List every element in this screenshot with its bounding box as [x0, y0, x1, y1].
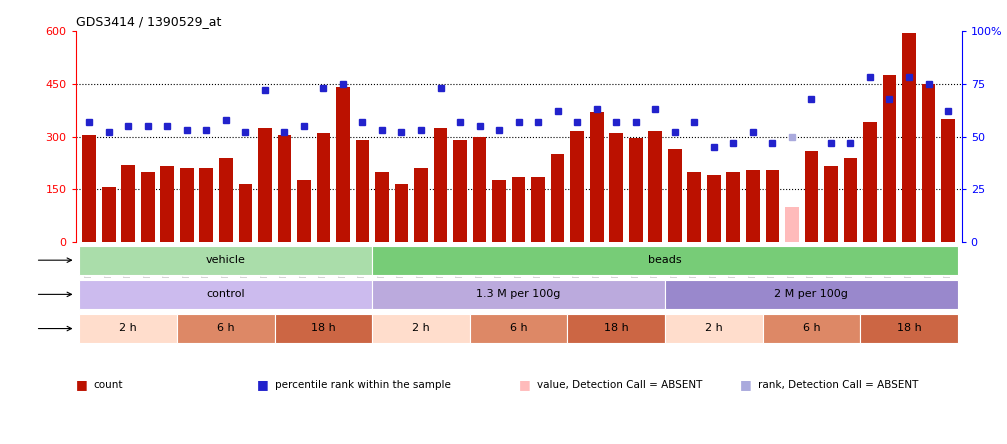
Text: 6 h: 6 h [803, 323, 821, 333]
Bar [373, 280, 665, 309]
Bar [160, 166, 174, 242]
Bar [629, 138, 642, 242]
Bar [239, 184, 252, 242]
Bar [258, 128, 272, 242]
Bar [199, 168, 213, 242]
Bar [472, 137, 486, 242]
Text: rank, Detection Call = ABSENT: rank, Detection Call = ABSENT [758, 380, 918, 389]
Bar [395, 184, 408, 242]
Bar [80, 280, 373, 309]
Text: GDS3414 / 1390529_at: GDS3414 / 1390529_at [76, 16, 221, 28]
Bar [177, 314, 275, 343]
Bar [902, 33, 915, 242]
Bar [590, 112, 603, 242]
Bar [453, 140, 467, 242]
Bar [824, 166, 838, 242]
Bar [551, 154, 565, 242]
Text: 6 h: 6 h [217, 323, 235, 333]
Bar [219, 158, 233, 242]
Text: 2 M per 100g: 2 M per 100g [774, 289, 848, 299]
Bar [649, 131, 662, 242]
Bar [942, 119, 955, 242]
Bar [707, 175, 721, 242]
Bar [863, 123, 877, 242]
Text: 18 h: 18 h [311, 323, 335, 333]
Bar [570, 131, 584, 242]
Bar [414, 168, 428, 242]
Bar [297, 180, 311, 242]
Bar [882, 75, 896, 242]
Bar [492, 180, 506, 242]
Bar [860, 314, 958, 343]
Bar [275, 314, 373, 343]
Bar [355, 140, 370, 242]
Text: count: count [94, 380, 123, 389]
Bar [785, 207, 799, 242]
Text: value, Detection Call = ABSENT: value, Detection Call = ABSENT [537, 380, 702, 389]
Bar [316, 133, 330, 242]
Bar [373, 246, 958, 274]
Bar [141, 172, 155, 242]
Bar [765, 170, 779, 242]
Bar [470, 314, 567, 343]
Bar [102, 187, 116, 242]
Text: ■: ■ [76, 378, 88, 391]
Text: 1.3 M per 100g: 1.3 M per 100g [476, 289, 561, 299]
Bar [373, 314, 470, 343]
Bar [278, 135, 291, 242]
Bar [83, 135, 96, 242]
Text: control: control [206, 289, 245, 299]
Text: beads: beads [649, 254, 682, 265]
Text: 2 h: 2 h [705, 323, 723, 333]
Bar [122, 165, 135, 242]
Bar [746, 170, 759, 242]
Bar [665, 314, 762, 343]
Bar [665, 280, 958, 309]
Bar [567, 314, 665, 343]
Bar [805, 151, 819, 242]
Bar [844, 158, 857, 242]
Text: percentile rank within the sample: percentile rank within the sample [275, 380, 451, 389]
Text: vehicle: vehicle [205, 254, 246, 265]
Bar [921, 84, 936, 242]
Text: ■: ■ [519, 378, 531, 391]
Bar [512, 177, 526, 242]
Bar [80, 246, 373, 274]
Bar [688, 172, 701, 242]
Text: 2 h: 2 h [412, 323, 430, 333]
Bar [80, 314, 177, 343]
Text: 2 h: 2 h [120, 323, 137, 333]
Bar [762, 314, 860, 343]
Text: ■: ■ [740, 378, 752, 391]
Bar [376, 172, 389, 242]
Text: 6 h: 6 h [510, 323, 528, 333]
Bar [668, 149, 682, 242]
Text: 18 h: 18 h [896, 323, 921, 333]
Bar [532, 177, 545, 242]
Text: 18 h: 18 h [604, 323, 628, 333]
Bar [336, 87, 349, 242]
Text: ■: ■ [257, 378, 269, 391]
Bar [434, 128, 447, 242]
Bar [726, 172, 740, 242]
Bar [609, 133, 623, 242]
Bar [180, 168, 193, 242]
